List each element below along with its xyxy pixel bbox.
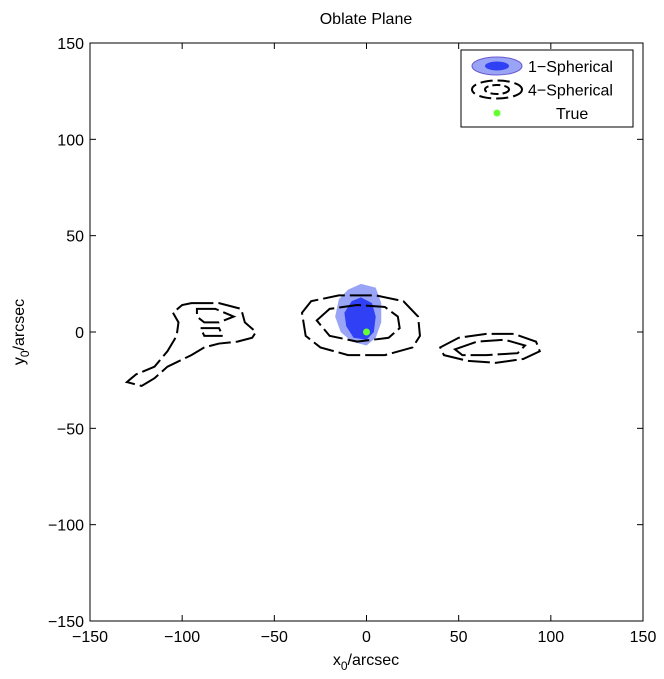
y-tick-label: −150	[48, 614, 84, 631]
y-axis-label-sub: 0	[18, 350, 32, 357]
legend: 1−Spherical 4−Spherical True	[460, 49, 634, 128]
x-tick-label: −50	[261, 629, 288, 646]
chart-title: Oblate Plane	[320, 11, 413, 28]
legend-swatch	[484, 84, 510, 95]
x-tick-label: 100	[537, 629, 564, 646]
contour	[195, 307, 237, 324]
y-tick-label: 0	[75, 325, 84, 342]
x-axis-label-rest: /arcsec	[348, 652, 400, 669]
y-axis-label: y0/arcsec	[11, 299, 32, 365]
x-tick-label: −150	[72, 629, 108, 646]
legend-label: 1−Spherical	[528, 59, 613, 76]
y-tick-label: 150	[57, 36, 84, 53]
x-tick-label: −100	[164, 629, 200, 646]
x-axis-label-base: x	[333, 652, 341, 669]
contour	[315, 304, 401, 343]
legend-label: 4−Spherical	[528, 83, 613, 100]
y-axis-label-base: y	[11, 357, 28, 365]
legend-swatch	[493, 109, 501, 117]
x-tick-label: 0	[362, 629, 371, 646]
x-axis-label-sub: 0	[341, 659, 348, 673]
y-axis-label-rest: /arcsec	[11, 299, 28, 351]
contour	[124, 302, 258, 388]
y-tick-label: 50	[66, 229, 84, 246]
y-tick-label: 100	[57, 132, 84, 149]
contour	[452, 338, 527, 357]
x-tick-label: 150	[630, 629, 657, 646]
contour	[438, 332, 542, 364]
x-axis-label: x0/arcsec	[333, 652, 399, 673]
point	[363, 328, 370, 336]
legend-label: True	[556, 106, 588, 123]
legend-swatch	[485, 61, 509, 71]
legend-swatch	[471, 79, 523, 100]
x-tick-label: 50	[450, 629, 468, 646]
y-tick-label: −50	[57, 421, 84, 438]
y-tick-label: −100	[48, 518, 84, 535]
contour	[199, 327, 225, 337]
contour	[300, 294, 421, 357]
